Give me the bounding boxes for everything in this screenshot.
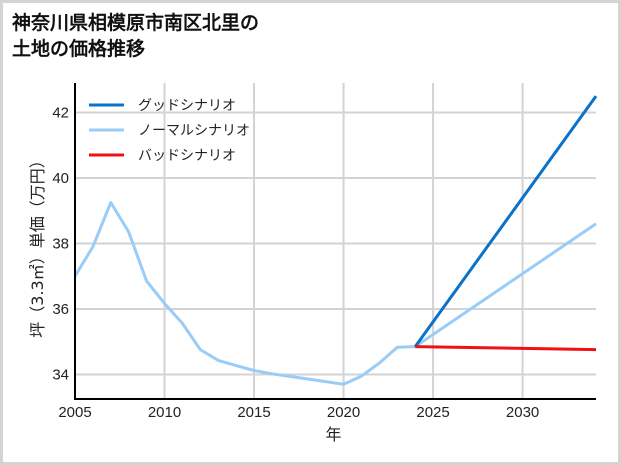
x-axis-label: 年 — [325, 425, 341, 444]
y-axis-label: 坪（3.3㎡）単価（万円） — [28, 152, 47, 337]
y-tick-label: 36 — [52, 301, 69, 318]
x-tick-label: 2020 — [327, 404, 360, 421]
y-tick-label: 34 — [52, 366, 69, 383]
series-lines — [73, 95, 598, 386]
series-line — [73, 201, 597, 386]
legend-label: グッドシナリオ — [138, 98, 236, 114]
x-tick-label: 2030 — [506, 404, 539, 421]
chart-title: 神奈川県相模原市南区北里の 土地の価格推移 — [12, 12, 260, 60]
x-tick-label: 2010 — [148, 404, 181, 421]
legend-label: ノーマルシナリオ — [138, 123, 250, 139]
x-tick-label: 2015 — [237, 404, 270, 421]
x-tick-label: 2025 — [416, 404, 449, 421]
series-line — [415, 345, 597, 352]
x-tick-label: 2005 — [58, 404, 91, 421]
y-tick-label: 42 — [52, 104, 69, 121]
y-tick-label: 40 — [52, 170, 69, 187]
legend-label: バッドシナリオ — [138, 148, 236, 164]
series-line — [413, 95, 598, 348]
axes — [74, 83, 596, 400]
tick-labels: 2005 2010 2015 2020 2025 2030 34 36 38 40 42 — [52, 104, 539, 421]
y-tick-label: 38 — [52, 235, 69, 252]
